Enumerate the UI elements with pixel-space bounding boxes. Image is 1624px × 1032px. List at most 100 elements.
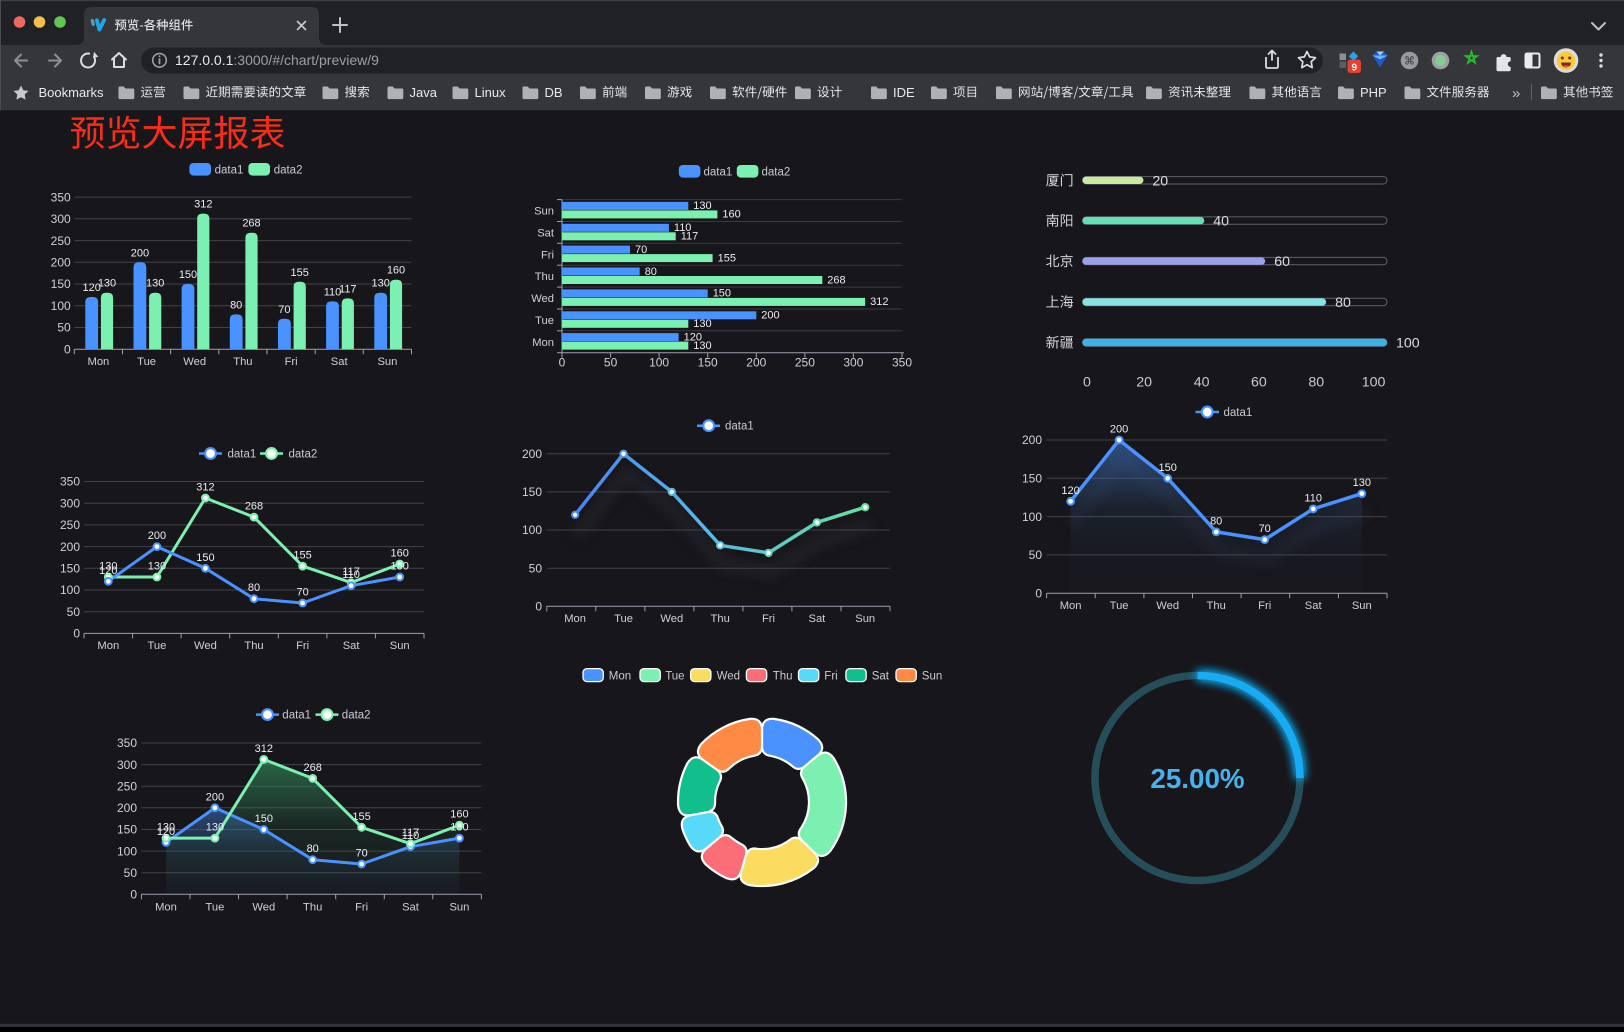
- svg-text:Fri: Fri: [285, 356, 298, 368]
- svg-text:Sat: Sat: [402, 902, 420, 914]
- svg-text:data1: data1: [725, 421, 754, 433]
- svg-text:Thu: Thu: [773, 671, 793, 683]
- svg-text:155: 155: [293, 550, 311, 562]
- svg-text:200: 200: [206, 791, 224, 803]
- svg-text:300: 300: [51, 212, 71, 226]
- svg-text:350: 350: [117, 736, 137, 750]
- svg-text:0: 0: [535, 600, 542, 614]
- svg-text:200: 200: [1022, 433, 1042, 447]
- svg-text:120: 120: [157, 826, 175, 838]
- svg-text:Fri: Fri: [541, 249, 554, 261]
- svg-text:117: 117: [681, 231, 699, 243]
- svg-text:Sat: Sat: [1305, 600, 1323, 612]
- svg-text:312: 312: [255, 743, 273, 755]
- svg-text:70: 70: [278, 304, 290, 316]
- svg-text:Wed: Wed: [252, 902, 275, 914]
- svg-text:80: 80: [248, 582, 260, 594]
- svg-text:120: 120: [99, 565, 117, 577]
- svg-text:110: 110: [342, 569, 360, 581]
- svg-text:200: 200: [117, 801, 137, 815]
- svg-text:110: 110: [674, 222, 692, 234]
- svg-text:Fri: Fri: [824, 671, 837, 683]
- svg-text:117: 117: [339, 283, 357, 295]
- svg-text:Sun: Sun: [377, 356, 397, 368]
- svg-text:120: 120: [684, 331, 702, 343]
- svg-text:150: 150: [51, 277, 71, 291]
- svg-text:Sun: Sun: [922, 671, 942, 683]
- svg-text:110: 110: [402, 830, 420, 842]
- svg-text:200: 200: [1110, 424, 1128, 436]
- svg-text:100: 100: [117, 844, 137, 858]
- svg-text:312: 312: [870, 296, 888, 308]
- svg-text:300: 300: [843, 356, 863, 370]
- svg-text:Wed: Wed: [194, 640, 217, 652]
- svg-text:data1: data1: [215, 165, 244, 177]
- svg-text:160: 160: [387, 265, 405, 277]
- svg-text:100: 100: [1022, 510, 1042, 524]
- svg-text:Thu: Thu: [233, 356, 252, 368]
- svg-text:Wed: Wed: [183, 356, 206, 368]
- svg-text:130: 130: [693, 318, 711, 330]
- svg-text:150: 150: [179, 269, 197, 281]
- svg-text:120: 120: [1061, 485, 1079, 497]
- svg-text:Sat: Sat: [343, 640, 361, 652]
- svg-text:60: 60: [1251, 375, 1267, 391]
- svg-text:0: 0: [1035, 586, 1042, 600]
- svg-text:130: 130: [146, 278, 164, 290]
- svg-text:50: 50: [67, 605, 81, 619]
- svg-text:Thu: Thu: [244, 640, 263, 652]
- svg-text:350: 350: [51, 190, 71, 204]
- svg-text:100: 100: [60, 583, 80, 597]
- svg-text:150: 150: [522, 485, 542, 499]
- svg-text:data1: data1: [1224, 407, 1253, 419]
- svg-text:150: 150: [1159, 462, 1177, 474]
- svg-text:Sun: Sun: [855, 613, 875, 625]
- svg-text:IDE: IDE: [893, 85, 915, 100]
- svg-text:20: 20: [1136, 375, 1152, 391]
- svg-text:data2: data2: [342, 710, 371, 722]
- svg-text:Tue: Tue: [614, 613, 633, 625]
- svg-text:50: 50: [1029, 548, 1043, 562]
- svg-text:data2: data2: [289, 449, 318, 461]
- svg-text:70: 70: [635, 244, 647, 256]
- svg-text:Sun: Sun: [449, 902, 469, 914]
- svg-text:Fri: Fri: [296, 640, 309, 652]
- svg-text:40: 40: [1213, 214, 1229, 230]
- svg-text:80: 80: [1308, 375, 1324, 391]
- svg-text:0: 0: [73, 627, 80, 641]
- svg-text:Sat: Sat: [809, 613, 827, 625]
- svg-text:130: 130: [391, 561, 409, 573]
- svg-text:155: 155: [352, 811, 370, 823]
- svg-text:312: 312: [194, 199, 212, 211]
- svg-text:Sun: Sun: [1352, 600, 1372, 612]
- svg-text:0: 0: [1083, 375, 1091, 391]
- svg-text:130: 130: [157, 822, 175, 834]
- svg-text:⌘: ⌘: [1404, 56, 1415, 68]
- svg-text:Sat: Sat: [537, 227, 555, 239]
- svg-text:120: 120: [83, 282, 101, 294]
- svg-text:Thu: Thu: [1207, 600, 1226, 612]
- svg-text:250: 250: [795, 356, 815, 370]
- svg-text:Tue: Tue: [147, 640, 166, 652]
- svg-text:40: 40: [1194, 375, 1210, 391]
- svg-text:250: 250: [117, 779, 137, 793]
- svg-text:20: 20: [1152, 173, 1168, 189]
- svg-text:50: 50: [57, 321, 71, 335]
- svg-text:data1: data1: [282, 710, 311, 722]
- svg-text:0: 0: [130, 888, 137, 902]
- svg-text:350: 350: [892, 356, 912, 370]
- svg-text:Mon: Mon: [564, 613, 586, 625]
- svg-text:130: 130: [148, 561, 166, 573]
- svg-text:Wed: Wed: [717, 671, 740, 683]
- svg-text:Tue: Tue: [205, 902, 224, 914]
- svg-text:Wed: Wed: [1156, 600, 1179, 612]
- svg-text:Mon: Mon: [532, 337, 554, 349]
- svg-text:200: 200: [60, 540, 80, 554]
- svg-text:160: 160: [391, 548, 409, 560]
- svg-text:350: 350: [60, 475, 80, 489]
- svg-text:data1: data1: [704, 167, 733, 179]
- svg-text:80: 80: [230, 299, 242, 311]
- svg-text:200: 200: [522, 447, 542, 461]
- svg-text:50: 50: [124, 866, 138, 880]
- svg-text:Tue: Tue: [137, 356, 156, 368]
